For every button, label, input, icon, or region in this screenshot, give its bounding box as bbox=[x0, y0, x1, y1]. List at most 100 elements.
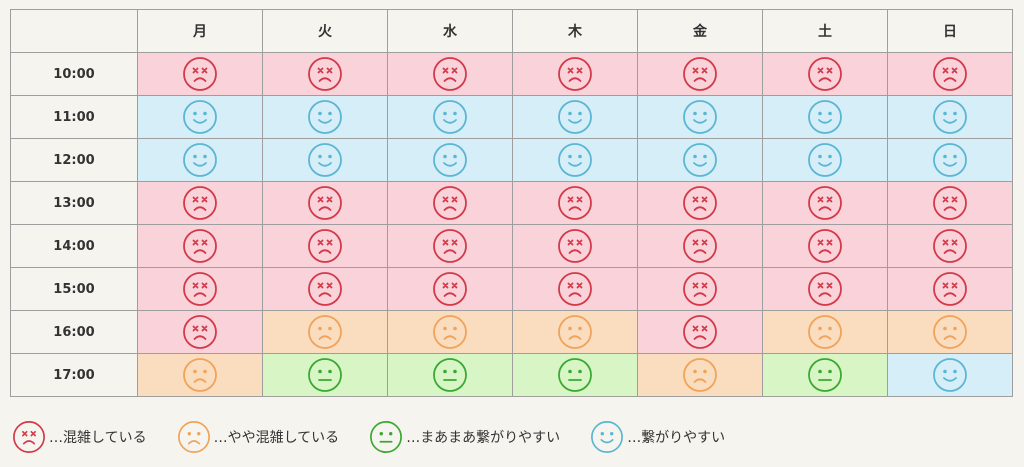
table-row: 14:00 bbox=[10, 224, 1013, 268]
crowded-face-icon bbox=[183, 229, 217, 263]
crowded-face-icon bbox=[683, 272, 717, 306]
smile-face-icon bbox=[933, 143, 967, 177]
crowded-face-icon bbox=[433, 229, 467, 263]
smile-face-icon bbox=[933, 100, 967, 134]
crowded-face-icon bbox=[308, 57, 342, 91]
legend-label: …まあまあ繋がりやすい bbox=[406, 430, 561, 446]
table-row: 11:00 bbox=[10, 95, 1013, 139]
slightly-crowded-face-icon bbox=[808, 315, 842, 349]
status-cell bbox=[512, 353, 638, 397]
status-cell bbox=[512, 224, 638, 268]
legend-label: …混雑している bbox=[49, 430, 147, 446]
status-cell bbox=[887, 224, 1013, 268]
crowded-face-icon bbox=[933, 272, 967, 306]
status-cell bbox=[387, 267, 513, 311]
smile-face-icon bbox=[808, 143, 842, 177]
status-cell bbox=[512, 181, 638, 225]
smile-face-icon bbox=[308, 143, 342, 177]
status-cell bbox=[262, 353, 388, 397]
crowded-face-icon bbox=[558, 186, 592, 220]
status-cell bbox=[762, 353, 888, 397]
status-cell bbox=[637, 138, 763, 182]
smile-face-icon bbox=[683, 143, 717, 177]
crowded-face-icon bbox=[558, 272, 592, 306]
day-header-mon: 月 bbox=[137, 9, 263, 53]
time-cell: 10:00 bbox=[10, 52, 138, 96]
time-cell: 17:00 bbox=[10, 353, 138, 397]
smile-face-icon bbox=[183, 143, 217, 177]
smile-face-icon bbox=[183, 100, 217, 134]
day-header-sun: 日 bbox=[887, 9, 1013, 53]
status-cell bbox=[887, 267, 1013, 311]
status-cell bbox=[512, 267, 638, 311]
status-cell bbox=[387, 52, 513, 96]
crowded-face-icon bbox=[183, 186, 217, 220]
status-cell bbox=[637, 224, 763, 268]
status-cell bbox=[637, 353, 763, 397]
legend-item: …繋がりやすい bbox=[590, 420, 725, 454]
status-cell bbox=[137, 224, 263, 268]
neutral-face-icon bbox=[558, 358, 592, 392]
smile-face-icon bbox=[808, 100, 842, 134]
congestion-table: 月 火 水 木 金 土 日 10:00 11:00 12:00 13:00 14:00 1… bbox=[10, 9, 1013, 397]
status-cell bbox=[887, 353, 1013, 397]
status-cell bbox=[512, 310, 638, 354]
slightly-crowded-face-icon bbox=[308, 315, 342, 349]
slightly-crowded-face-icon bbox=[558, 315, 592, 349]
status-cell bbox=[262, 224, 388, 268]
legend: …混雑している …やや混雑している …まあまあ繋がりやすい …繋がりやすい bbox=[12, 420, 755, 454]
crowded-face-icon bbox=[933, 57, 967, 91]
table-row: 16:00 bbox=[10, 310, 1013, 354]
slightly-crowded-face-icon bbox=[183, 358, 217, 392]
table-row: 15:00 bbox=[10, 267, 1013, 311]
status-cell bbox=[137, 181, 263, 225]
crowded-face-icon bbox=[683, 229, 717, 263]
status-cell bbox=[262, 310, 388, 354]
crowded-face-icon bbox=[308, 229, 342, 263]
crowded-face-icon bbox=[808, 57, 842, 91]
crowded-face-icon bbox=[933, 229, 967, 263]
status-cell bbox=[637, 95, 763, 139]
time-cell: 11:00 bbox=[10, 95, 138, 139]
time-cell: 15:00 bbox=[10, 267, 138, 311]
status-cell bbox=[637, 310, 763, 354]
crowded-face-icon bbox=[683, 186, 717, 220]
status-cell bbox=[262, 95, 388, 139]
table-row: 17:00 bbox=[10, 353, 1013, 397]
smile-face-icon bbox=[933, 358, 967, 392]
crowded-face-icon bbox=[433, 186, 467, 220]
status-cell bbox=[762, 95, 888, 139]
neutral-face-icon bbox=[433, 358, 467, 392]
smile-face-icon bbox=[433, 143, 467, 177]
crowded-face-icon bbox=[808, 229, 842, 263]
legend-item: …まあまあ繋がりやすい bbox=[369, 420, 560, 454]
legend-item: …やや混雑している bbox=[177, 420, 339, 454]
neutral-face-icon bbox=[308, 358, 342, 392]
status-cell bbox=[512, 95, 638, 139]
slightly-crowded-face-icon bbox=[177, 421, 210, 453]
status-cell bbox=[262, 181, 388, 225]
status-cell bbox=[637, 267, 763, 311]
crowded-face-icon bbox=[808, 272, 842, 306]
header-row: 月 火 水 木 金 土 日 bbox=[10, 9, 1013, 53]
table-row: 10:00 bbox=[10, 52, 1013, 96]
crowded-face-icon bbox=[933, 186, 967, 220]
crowded-face-icon bbox=[808, 186, 842, 220]
status-cell bbox=[762, 138, 888, 182]
status-cell bbox=[387, 310, 513, 354]
crowded-face-icon bbox=[683, 315, 717, 349]
crowded-face-icon bbox=[558, 57, 592, 91]
crowded-face-icon bbox=[183, 272, 217, 306]
legend-item: …混雑している bbox=[12, 420, 147, 454]
status-cell bbox=[387, 224, 513, 268]
slightly-crowded-face-icon bbox=[683, 358, 717, 392]
table-row: 13:00 bbox=[10, 181, 1013, 225]
smile-face-icon bbox=[591, 421, 624, 453]
time-cell: 13:00 bbox=[10, 181, 138, 225]
status-cell bbox=[137, 310, 263, 354]
status-cell bbox=[637, 52, 763, 96]
status-cell bbox=[887, 52, 1013, 96]
crowded-face-icon bbox=[308, 272, 342, 306]
status-cell bbox=[137, 95, 263, 139]
status-cell bbox=[762, 181, 888, 225]
